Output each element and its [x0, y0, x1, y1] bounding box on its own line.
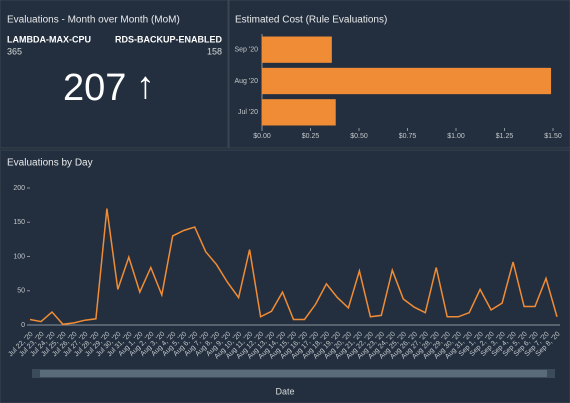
x-tick-label: $1.25 — [496, 133, 514, 140]
bar — [262, 36, 332, 63]
kpi-panel — [0, 0, 229, 149]
kpi-title: Evaluations - Month over Month (MoM) — [7, 15, 180, 26]
kpi-value: 365 — [7, 46, 22, 56]
y-tick-label: Aug '20 — [234, 78, 258, 85]
y-tick-label: Sep '20 — [234, 47, 258, 54]
x-axis-label: Date — [275, 386, 294, 396]
kpi-value: 158 — [207, 46, 222, 56]
x-tick-label: $1.00 — [447, 133, 465, 140]
x-tick-label: $0.00 — [253, 133, 271, 140]
y-tick-label: 50 — [17, 288, 25, 295]
x-tick-label: $0.25 — [302, 133, 320, 140]
y-tick-label: Jul '20 — [238, 109, 258, 116]
y-tick-label: 200 — [13, 185, 25, 192]
x-tick-label: $0.50 — [350, 133, 368, 140]
y-tick-label: 150 — [13, 219, 25, 226]
y-tick-label: 100 — [13, 253, 25, 260]
x-tick-label: $0.75 — [399, 133, 417, 140]
kpi-arrow: ↑ — [136, 65, 155, 107]
kpi-name: LAMBDA-MAX-CPU — [7, 34, 91, 44]
bar-title: Estimated Cost (Rule Evaluations) — [235, 15, 387, 26]
bar — [262, 99, 336, 126]
line-title: Evaluations by Day — [7, 158, 93, 169]
scrollbar-thumb[interactable] — [40, 370, 547, 377]
line-panel — [0, 149, 570, 403]
kpi-big-value: 207 — [63, 67, 126, 109]
bar — [262, 67, 552, 95]
kpi-name: RDS-BACKUP-ENABLED — [115, 34, 222, 44]
y-tick-label: 0 — [21, 322, 25, 329]
x-tick-label: $1.50 — [544, 133, 562, 140]
line — [29, 208, 558, 326]
